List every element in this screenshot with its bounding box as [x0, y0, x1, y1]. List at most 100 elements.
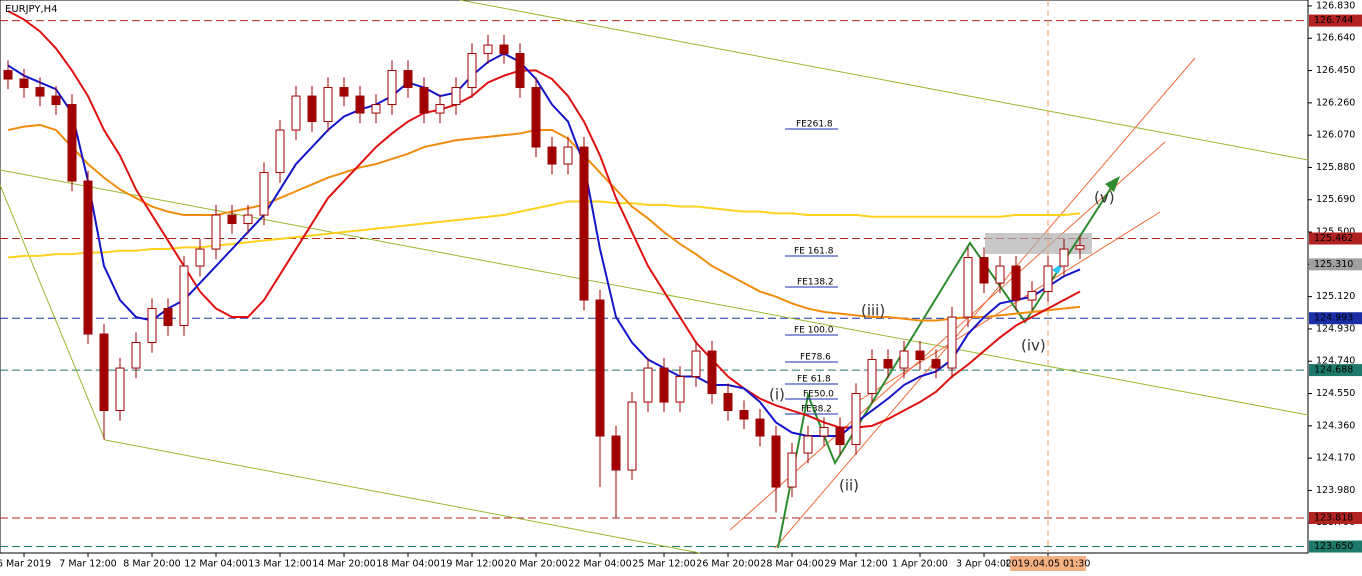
fib-label: FE50.0	[803, 390, 834, 400]
candle-body	[387, 70, 397, 106]
level-label: 124.993	[1314, 313, 1353, 324]
y-tick-label: 125.880	[1316, 162, 1355, 173]
x-tick-label: 13 Mar 12:00	[248, 559, 311, 570]
level-label: 123.818	[1314, 512, 1353, 523]
level-label-bg	[1309, 540, 1362, 553]
candle-body	[259, 172, 269, 216]
channel-line	[859, 211, 1161, 401]
candle-body	[131, 342, 141, 369]
level-label-bg	[1309, 511, 1362, 524]
y-tick-label: 126.640	[1316, 33, 1355, 44]
candle-body	[691, 350, 701, 378]
candle-body	[515, 53, 525, 89]
candle-body	[275, 129, 285, 174]
candle-body	[739, 410, 749, 420]
candle-body	[755, 418, 765, 437]
candle-body	[915, 350, 925, 361]
arrow-head	[1105, 176, 1120, 192]
x-tick-label: 8 Mar 20:00	[123, 559, 180, 570]
candle-body	[627, 401, 637, 471]
candle-body	[643, 367, 653, 403]
drawings	[0, 0, 1309, 554]
x-tick-label: 2019.04.05 01:30	[1006, 559, 1091, 570]
x-tick-label: 20 Mar 20:00	[504, 559, 567, 570]
candle-body	[499, 44, 509, 55]
level-label: 126.744	[1314, 15, 1353, 26]
moving-average	[7, 123, 1081, 322]
candle-body	[227, 214, 237, 225]
candle-body	[67, 104, 77, 182]
trend-line	[459, 0, 1309, 161]
level-label-bg	[1309, 232, 1362, 245]
candle-body	[995, 265, 1005, 284]
level-label-bg	[1309, 14, 1362, 27]
candle-body	[547, 146, 557, 165]
y-tick-label: 126.450	[1316, 65, 1355, 76]
y-tick-label: 126.830	[1316, 0, 1355, 11]
fib-label: FE38.2	[801, 405, 832, 415]
candle-body	[35, 87, 45, 97]
series	[3, 10, 1085, 518]
candle-body	[19, 78, 29, 89]
x-tick-label: 22 Mar 04:00	[568, 559, 631, 570]
candle-body	[147, 308, 157, 344]
candle-body	[899, 350, 909, 369]
level-label-bg	[1309, 258, 1362, 271]
level-label: 125.310	[1314, 259, 1353, 270]
candle-body	[99, 333, 109, 412]
candle-body	[803, 435, 813, 454]
fib-label: FE138.2	[797, 278, 834, 288]
y-tick-label: 124.170	[1316, 453, 1355, 464]
candle-body	[563, 146, 573, 165]
candle-body	[3, 70, 13, 80]
candle-body	[211, 214, 221, 250]
fib-label: FE 61.8	[797, 375, 831, 385]
trend-line	[0, 169, 1309, 416]
x-tick-label: 28 Mar 04:00	[760, 559, 823, 570]
x-tick-label: 26 Mar 20:00	[696, 559, 759, 570]
candle-body	[179, 265, 189, 327]
candle-body	[947, 316, 957, 369]
candle-body	[355, 95, 365, 114]
candle-body	[851, 393, 861, 446]
candle-body	[307, 95, 317, 123]
candle-body	[83, 180, 93, 335]
y-tick-label: 124.930	[1316, 323, 1355, 334]
candle-body	[467, 53, 477, 89]
y-tick-label: 124.740	[1316, 356, 1355, 367]
candle-body	[819, 427, 829, 437]
candle-body	[531, 87, 541, 148]
fib-label: FE 161.8	[794, 247, 834, 257]
fib-label: FE261.8	[796, 120, 833, 130]
candle-body	[835, 427, 845, 446]
candle-body	[883, 359, 893, 369]
candle-body	[451, 87, 461, 106]
candle-body	[787, 452, 797, 488]
candle-body	[51, 95, 61, 106]
candle-body	[339, 87, 349, 97]
x-tick-label: 12 Mar 04:00	[184, 559, 247, 570]
x-tick-label: 19 Mar 12:00	[440, 559, 503, 570]
x-tick-label: 25 Mar 12:00	[632, 559, 695, 570]
wave-label: (v)	[1094, 189, 1115, 207]
candle-body	[435, 104, 445, 114]
wave-label: (iii)	[861, 302, 885, 320]
candle-body	[579, 146, 589, 301]
candle-body	[483, 44, 493, 55]
chart-title: EURJPY,H4	[5, 4, 58, 15]
level-label: 123.650	[1314, 541, 1353, 552]
wave-label: (i)	[769, 386, 785, 404]
y-tick-label: 125.120	[1316, 291, 1355, 302]
y-tick-label: 125.690	[1316, 194, 1355, 205]
level-label: 124.688	[1314, 365, 1353, 376]
candle-body	[723, 393, 733, 412]
y-tick-label: 124.550	[1316, 388, 1355, 399]
fib-label: FE 100.0	[794, 326, 834, 336]
candle-body	[419, 87, 429, 114]
level-label-bg	[1309, 364, 1362, 377]
candle-body	[1059, 248, 1069, 267]
x-tick-label: 7 Mar 12:00	[59, 559, 116, 570]
wave-label: (ii)	[839, 477, 859, 495]
trend-line	[0, 184, 106, 441]
